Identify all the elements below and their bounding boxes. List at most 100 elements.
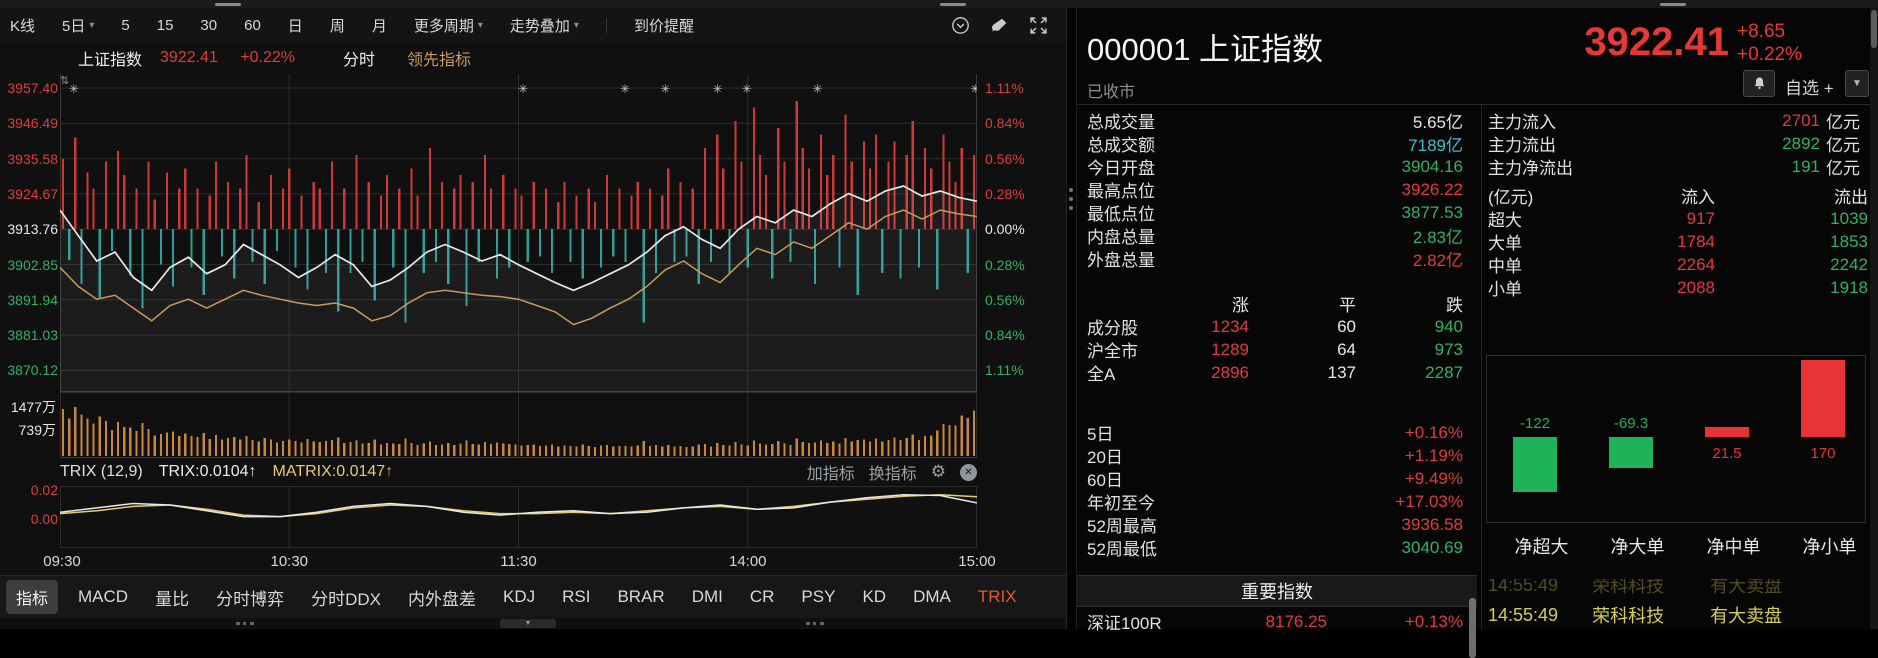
toolbar-item[interactable]: 周	[330, 15, 345, 36]
chevron-down-icon: ▾	[477, 19, 483, 31]
net-flow-category: 净超大	[1514, 537, 1569, 557]
grip-handle[interactable]	[806, 622, 824, 628]
flow-table-header: (亿元) 流入 流出	[1482, 184, 1872, 207]
switch-indicator-button[interactable]: 换指标	[868, 466, 917, 483]
indicator-tab[interactable]: BRAR	[617, 587, 665, 606]
net-flow-value: -69.3	[1613, 415, 1649, 432]
percent-axis-label: 0.84%	[985, 115, 1025, 132]
breadth-header: 涨	[1232, 296, 1249, 315]
event-star-icon: ✳	[660, 82, 670, 96]
toolbar-item-label: 30	[200, 16, 218, 34]
toolbar-item[interactable]: 30	[200, 17, 217, 34]
period-row: 52周最低 3040.69	[1077, 536, 1477, 560]
toolbar-item[interactable]: 更多周期 ▾	[414, 15, 483, 36]
divider-grip-icon[interactable]	[1069, 188, 1077, 210]
window-scrollbar[interactable]	[1870, 8, 1878, 629]
toolbar-item[interactable]: 到价提醒	[634, 15, 694, 36]
toolbar-icons	[951, 16, 1066, 35]
flow-table-row: 大单 1784 1853	[1482, 230, 1872, 254]
indicator-tab[interactable]: 分时博弈	[216, 589, 285, 609]
toolbar-item[interactable]: 走势叠加 ▾	[510, 15, 579, 36]
indicator-tab[interactable]: KDJ	[502, 587, 536, 606]
flow-value: 191	[1791, 156, 1820, 176]
scrollbar-thumb[interactable]	[1469, 598, 1476, 658]
collapse-circle-icon[interactable]	[951, 16, 970, 35]
change-percent: +0.22%	[1737, 44, 1802, 65]
trix-axis-label: 0.00	[30, 511, 58, 527]
indicator-tab[interactable]: CR	[749, 587, 775, 606]
chart-panel: K线 5日 ▾ 5 15 30 60 日周月更多周期 ▾ 走势叠加 ▾ 到价提醒 上证指数 3922.…	[0, 8, 1066, 629]
toolbar-item[interactable]: 5日 ▾	[62, 15, 94, 36]
breadth-down: 2287	[1425, 362, 1463, 382]
indicator-tab[interactable]: PSY	[801, 587, 836, 606]
indicator-tab[interactable]: DMA	[913, 587, 951, 606]
ticker-stock: 荣科科技	[1592, 606, 1665, 626]
stat-row[interactable]: 最高点位 3926.22	[1077, 178, 1477, 202]
stat-row[interactable]: 总成交量 5.65亿	[1077, 109, 1477, 132]
alert-bell-button[interactable]	[1743, 70, 1775, 97]
close-icon[interactable]: ✕	[960, 463, 977, 481]
add-indicator-button[interactable]: 加指标	[806, 466, 855, 483]
stat-label: 今日开盘	[1087, 159, 1155, 178]
legend-mode[interactable]: 分时	[343, 52, 376, 69]
separator	[1077, 104, 1871, 105]
index-row[interactable]: 深证100R 8176.25 +0.13%	[1077, 610, 1477, 634]
scrollbar-thumb[interactable]	[1660, 3, 1686, 6]
indicator-tab[interactable]: RSI	[562, 587, 591, 606]
net-flow-bar	[1609, 437, 1653, 469]
indicator-menu-button[interactable]: 指标	[6, 580, 59, 614]
indicator-tab[interactable]: 量比	[155, 589, 190, 609]
toolbar-item[interactable]: K线	[10, 15, 35, 36]
scrollbar-thumb[interactable]	[940, 3, 966, 6]
flow-unit: 亿元	[1826, 159, 1860, 178]
indicator-tab[interactable]: MACD	[78, 587, 129, 606]
period-value: +0.16%	[1404, 422, 1463, 442]
breadth-label: 全A	[1087, 365, 1116, 384]
indicator-tab[interactable]: KD	[862, 587, 887, 606]
grip-handle[interactable]	[236, 622, 254, 628]
chevron-down-icon: ▾	[89, 19, 95, 31]
period-label: 年初至今	[1087, 494, 1155, 513]
toolbar-item[interactable]: 月	[372, 15, 387, 36]
toolbar-item[interactable]: 60	[244, 17, 261, 34]
percent-axis-label: 0.56%	[985, 150, 1025, 167]
toolbar-item[interactable]: 5	[121, 17, 129, 34]
stat-row[interactable]: 最低点位 3877.53	[1077, 201, 1477, 225]
price-axis-label: 3881.03	[7, 327, 58, 344]
flow-value: 2892	[1782, 133, 1820, 153]
indicator-tab[interactable]: TRIX	[977, 587, 1017, 606]
fullscreen-icon[interactable]	[1029, 16, 1048, 35]
gear-icon[interactable]: ⚙	[930, 462, 946, 481]
toolbar-item[interactable]: 15	[157, 17, 174, 34]
flow-table-label: 超大	[1488, 211, 1522, 230]
flow-value: 2701	[1782, 110, 1820, 130]
indicator-tab[interactable]: 内外盘差	[407, 589, 476, 609]
scrollbar-thumb[interactable]	[1871, 10, 1877, 48]
volume-pane[interactable]: 1477万 739万	[0, 392, 1066, 458]
brush-icon[interactable]	[990, 16, 1009, 35]
price-axis-label: 3924.67	[7, 185, 58, 202]
collapse-strip-button[interactable]: ▼	[500, 619, 556, 628]
stat-label: 总成交量	[1087, 113, 1155, 132]
ticker-row[interactable]: 14:55:49 荣科科技 有大卖盘	[1482, 603, 1872, 627]
trix-pane[interactable]: 0.02 0.00	[0, 482, 1066, 548]
stat-row[interactable]: 今日开盘 3904.16	[1077, 155, 1477, 179]
stat-row[interactable]: 总成交额 7189亿	[1077, 132, 1477, 155]
legend-overlay[interactable]: 领先指标	[407, 52, 472, 69]
toolbar-item[interactable]: 日	[288, 15, 303, 36]
toolbar-item-label: 15	[156, 16, 174, 34]
watchlist-dropdown-button[interactable]: ▼	[1845, 70, 1869, 97]
add-watchlist-button[interactable]: 自选 +	[1785, 79, 1834, 98]
scrollbar-thumb[interactable]	[215, 3, 241, 6]
panel-divider[interactable]	[1066, 8, 1077, 629]
indicator-tab[interactable]: 分时DDX	[311, 589, 381, 609]
period-value: +9.49%	[1404, 468, 1463, 488]
flow-in-value: 1784	[1677, 231, 1715, 251]
indicator-tab[interactable]: DMI	[691, 587, 723, 606]
net-flow-value: 21.5	[1712, 445, 1742, 462]
stat-label: 外盘总量	[1087, 251, 1155, 270]
intraday-chart[interactable]: ✳ ✳ ✳ ✳ ✳ ✳ ✳ ✳ 3957.40 3946.49 3935.58 3924.67 391…	[0, 74, 1066, 392]
stat-row[interactable]: 外盘总量 2.82亿	[1077, 247, 1477, 270]
stat-row[interactable]: 内盘总量 2.83亿	[1077, 224, 1477, 247]
percent-axis-label: 0.00%	[985, 221, 1025, 238]
